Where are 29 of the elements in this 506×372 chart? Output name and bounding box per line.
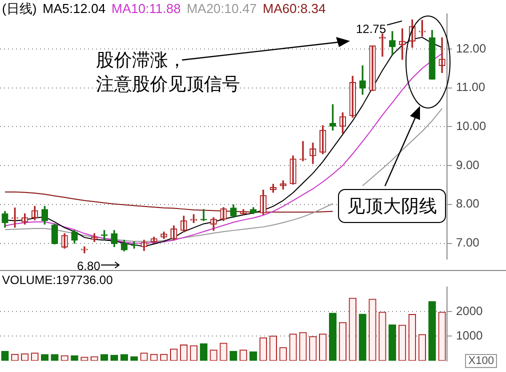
bar	[388, 324, 396, 361]
y-tick-label: 7.00	[456, 236, 480, 250]
annotation: 见顶大阴线	[338, 189, 446, 223]
bar	[328, 312, 337, 361]
y-tick-label: 1000	[456, 328, 484, 343]
candlestick	[200, 209, 207, 222]
y-tick-label: 12.00	[456, 41, 486, 56]
text: 6.80	[77, 258, 100, 275]
text: MA20:10.47	[186, 1, 257, 16]
candlestick	[418, 20, 426, 36]
y-tick-label: 9.00	[456, 158, 480, 172]
annotation: 注意股价见顶信号	[96, 74, 240, 94]
bar	[428, 301, 436, 361]
y-axis-title: X100	[465, 354, 497, 368]
annotation: 股价滞涨，	[96, 50, 186, 70]
y-tick-label: 8.00	[456, 196, 480, 211]
y-tick-label: 10.00	[456, 119, 486, 133]
bar	[358, 314, 366, 361]
chart-title: (日线)	[2, 1, 37, 16]
text: MA10:11.88	[112, 1, 181, 16]
candlestick	[81, 246, 88, 254]
bar	[200, 343, 208, 361]
text: MA60:8.34	[262, 1, 326, 16]
annotation: 12.75	[356, 21, 386, 38]
y-tick-label: 2000	[456, 304, 484, 318]
text: MA5:12.04	[42, 1, 106, 16]
candlestick	[12, 208, 18, 228]
chart-title: VOLUME:197736.00	[2, 273, 113, 287]
y-tick-label: 11.00	[456, 80, 486, 94]
